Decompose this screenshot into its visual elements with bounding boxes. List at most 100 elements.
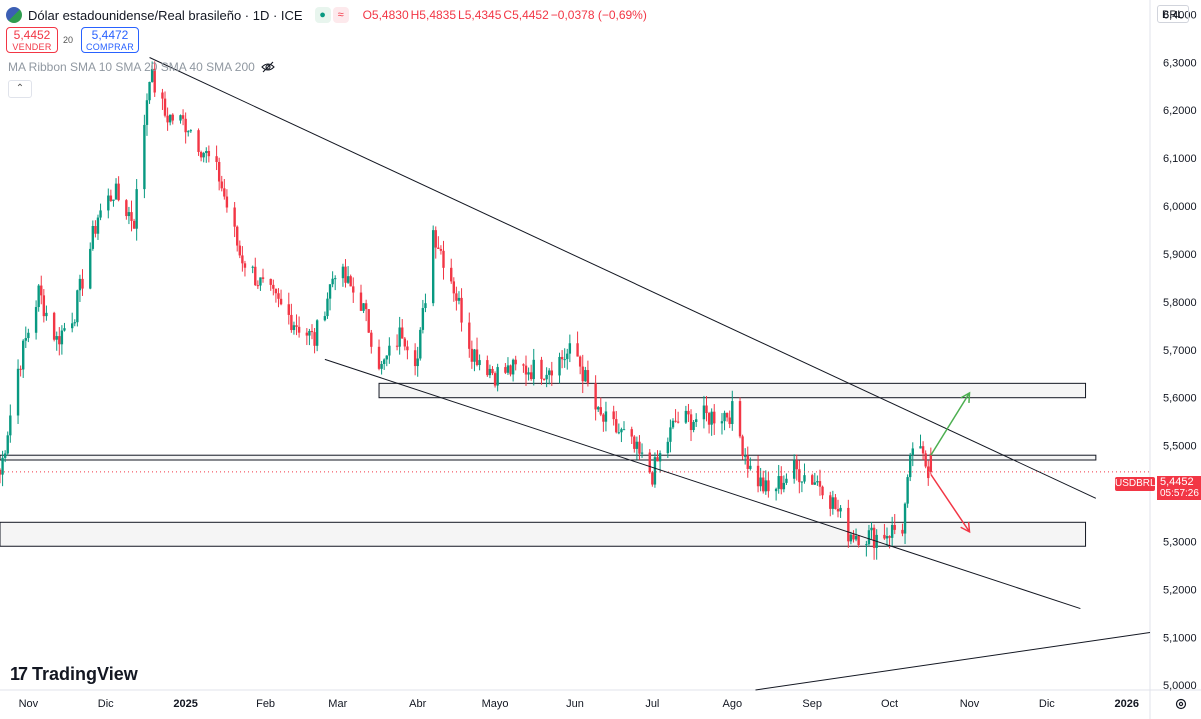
trendline[interactable] bbox=[755, 632, 1151, 691]
buy-price: 5,4472 bbox=[91, 28, 129, 42]
candle-body bbox=[792, 460, 796, 479]
candle-body bbox=[743, 455, 747, 457]
y-tick-label: 5,6000 bbox=[1163, 393, 1197, 405]
bullish-arrow[interactable] bbox=[930, 392, 971, 456]
trendline[interactable] bbox=[324, 358, 1081, 610]
candle-body bbox=[831, 497, 835, 509]
candle-body bbox=[184, 118, 187, 133]
currency-selector[interactable]: BRL bbox=[1157, 5, 1189, 23]
candle-body bbox=[349, 276, 352, 287]
trendline[interactable] bbox=[149, 57, 1097, 499]
candle-body bbox=[362, 303, 365, 311]
candle-body bbox=[524, 365, 528, 375]
candle-body bbox=[599, 407, 602, 415]
chart-header: Dólar estadounidense/Real brasileño · 1D… bbox=[6, 6, 647, 24]
chevron-up-icon[interactable]: ⌃ bbox=[8, 80, 32, 98]
eye-off-icon[interactable] bbox=[261, 60, 275, 74]
candle-body bbox=[692, 422, 695, 431]
support-resistance-zone[interactable] bbox=[0, 521, 1087, 547]
candle-body bbox=[705, 405, 708, 414]
candle-body bbox=[620, 429, 623, 433]
candle-body bbox=[243, 263, 247, 268]
candle-body bbox=[431, 230, 435, 304]
candle-body bbox=[604, 411, 608, 422]
candle-body bbox=[380, 363, 383, 369]
candle-body bbox=[470, 348, 474, 362]
tradingview-logo[interactable]: 17 TradingView bbox=[10, 664, 138, 685]
candle-body bbox=[803, 475, 806, 482]
x-tick-label: 2026 bbox=[1115, 698, 1139, 710]
indicator-legend[interactable]: MA Ribbon SMA 10 SMA 20 SMA 40 SMA 200 bbox=[8, 60, 275, 74]
candle-body bbox=[635, 441, 639, 449]
candle-body bbox=[854, 535, 858, 540]
candle-body bbox=[215, 156, 218, 162]
candle-body bbox=[22, 340, 25, 370]
y-tick-label: 6,0000 bbox=[1163, 201, 1197, 213]
candle-body bbox=[37, 285, 40, 308]
x-tick-label: Jun bbox=[566, 698, 584, 710]
candle-body bbox=[225, 196, 229, 208]
candle-body bbox=[785, 478, 788, 483]
candle-body bbox=[669, 427, 672, 442]
gear-icon[interactable] bbox=[1174, 697, 1188, 711]
candle-body bbox=[633, 436, 636, 449]
candle-body bbox=[800, 481, 804, 483]
candle-body bbox=[558, 356, 561, 376]
x-tick-label: Oct bbox=[881, 698, 898, 710]
bar-countdown: 05:57:26 bbox=[1160, 488, 1199, 499]
candle-body bbox=[867, 530, 871, 545]
tradingview-mark-icon: 17 bbox=[10, 664, 28, 684]
candle-body bbox=[640, 452, 644, 454]
candle-body bbox=[359, 292, 363, 311]
candle-body bbox=[888, 536, 891, 538]
candle-body bbox=[166, 115, 169, 123]
candle-body bbox=[829, 495, 832, 509]
candle-body bbox=[491, 368, 494, 374]
candle-body bbox=[434, 230, 437, 248]
last-price: 5,4452 bbox=[1160, 476, 1194, 488]
candle-body bbox=[506, 365, 510, 373]
candle-body bbox=[377, 346, 381, 369]
candle-body bbox=[529, 372, 533, 380]
buy-button[interactable]: 5,4472 COMPRAR bbox=[81, 27, 139, 53]
arrow-head bbox=[960, 391, 971, 403]
candle-body bbox=[148, 81, 151, 101]
candle-body bbox=[161, 92, 164, 99]
candle-body bbox=[382, 359, 386, 364]
candle-body bbox=[385, 355, 388, 360]
candle-body bbox=[509, 365, 512, 375]
candle-body bbox=[99, 210, 102, 218]
candle-body bbox=[615, 419, 618, 433]
candle-body bbox=[233, 207, 236, 227]
candle-body bbox=[560, 356, 564, 360]
x-tick-label: Abr bbox=[409, 698, 426, 710]
candle-body bbox=[130, 212, 133, 221]
last-price-tag: 5,4452 05:57:26 bbox=[1157, 476, 1201, 500]
candle-body bbox=[367, 309, 370, 333]
candle-body bbox=[58, 336, 61, 345]
candle-body bbox=[207, 150, 211, 157]
compare-icon[interactable]: ≈ bbox=[332, 7, 349, 23]
candle-body bbox=[60, 330, 64, 345]
symbol-title[interactable]: Dólar estadounidense/Real brasileño · 1D… bbox=[28, 7, 303, 23]
candle-body bbox=[548, 370, 551, 375]
candle-body bbox=[849, 534, 853, 542]
x-tick-label: Feb bbox=[256, 698, 275, 710]
y-tick-label: 5,1000 bbox=[1163, 632, 1197, 644]
candle-body bbox=[540, 359, 543, 379]
candle-body bbox=[488, 368, 492, 376]
support-resistance-zone[interactable] bbox=[0, 454, 1097, 461]
candle-body bbox=[424, 303, 427, 309]
market-status-icon[interactable]: ● bbox=[314, 7, 331, 23]
candle-body bbox=[728, 417, 731, 425]
candle-body bbox=[132, 220, 136, 229]
candle-body bbox=[872, 527, 876, 548]
y-tick-label: 6,1000 bbox=[1163, 153, 1197, 165]
candle-body bbox=[34, 307, 38, 333]
sell-button[interactable]: 5,4452 VENDER bbox=[6, 27, 58, 53]
candle-body bbox=[774, 488, 778, 492]
candle-body bbox=[563, 359, 566, 361]
candle-body bbox=[852, 534, 855, 540]
bearish-arrow[interactable] bbox=[930, 473, 971, 533]
